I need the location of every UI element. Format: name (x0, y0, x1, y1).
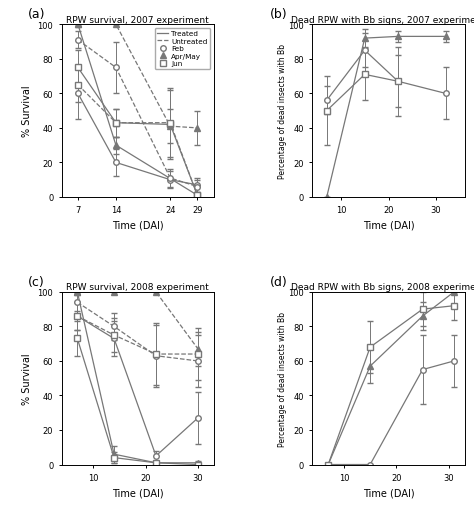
Title: RPW survival, 2008 experiment: RPW survival, 2008 experiment (66, 282, 209, 291)
Title: Dead RPW with Bb signs, 2007 experiment: Dead RPW with Bb signs, 2007 experiment (292, 16, 474, 24)
X-axis label: Time (DAI): Time (DAI) (363, 487, 414, 497)
Title: RPW survival, 2007 experiment: RPW survival, 2007 experiment (66, 16, 209, 24)
Title: Dead RPW with Bb signs, 2008 experiment: Dead RPW with Bb signs, 2008 experiment (292, 282, 474, 291)
Y-axis label: Percentage of dead insects with Bb: Percentage of dead insects with Bb (278, 311, 287, 446)
Legend: Treated, Untreated, Feb, Apr/May, Jun: Treated, Untreated, Feb, Apr/May, Jun (155, 29, 210, 70)
Y-axis label: Percentage of dead insects with Bb: Percentage of dead insects with Bb (278, 44, 287, 179)
Y-axis label: % Survival: % Survival (22, 352, 32, 404)
Text: (a): (a) (28, 9, 46, 21)
X-axis label: Time (DAI): Time (DAI) (112, 487, 164, 497)
Text: (c): (c) (28, 275, 45, 288)
Y-axis label: % Survival: % Survival (22, 86, 32, 137)
X-axis label: Time (DAI): Time (DAI) (112, 220, 164, 230)
X-axis label: Time (DAI): Time (DAI) (363, 220, 414, 230)
Text: (d): (d) (270, 275, 288, 288)
Text: (b): (b) (270, 9, 288, 21)
